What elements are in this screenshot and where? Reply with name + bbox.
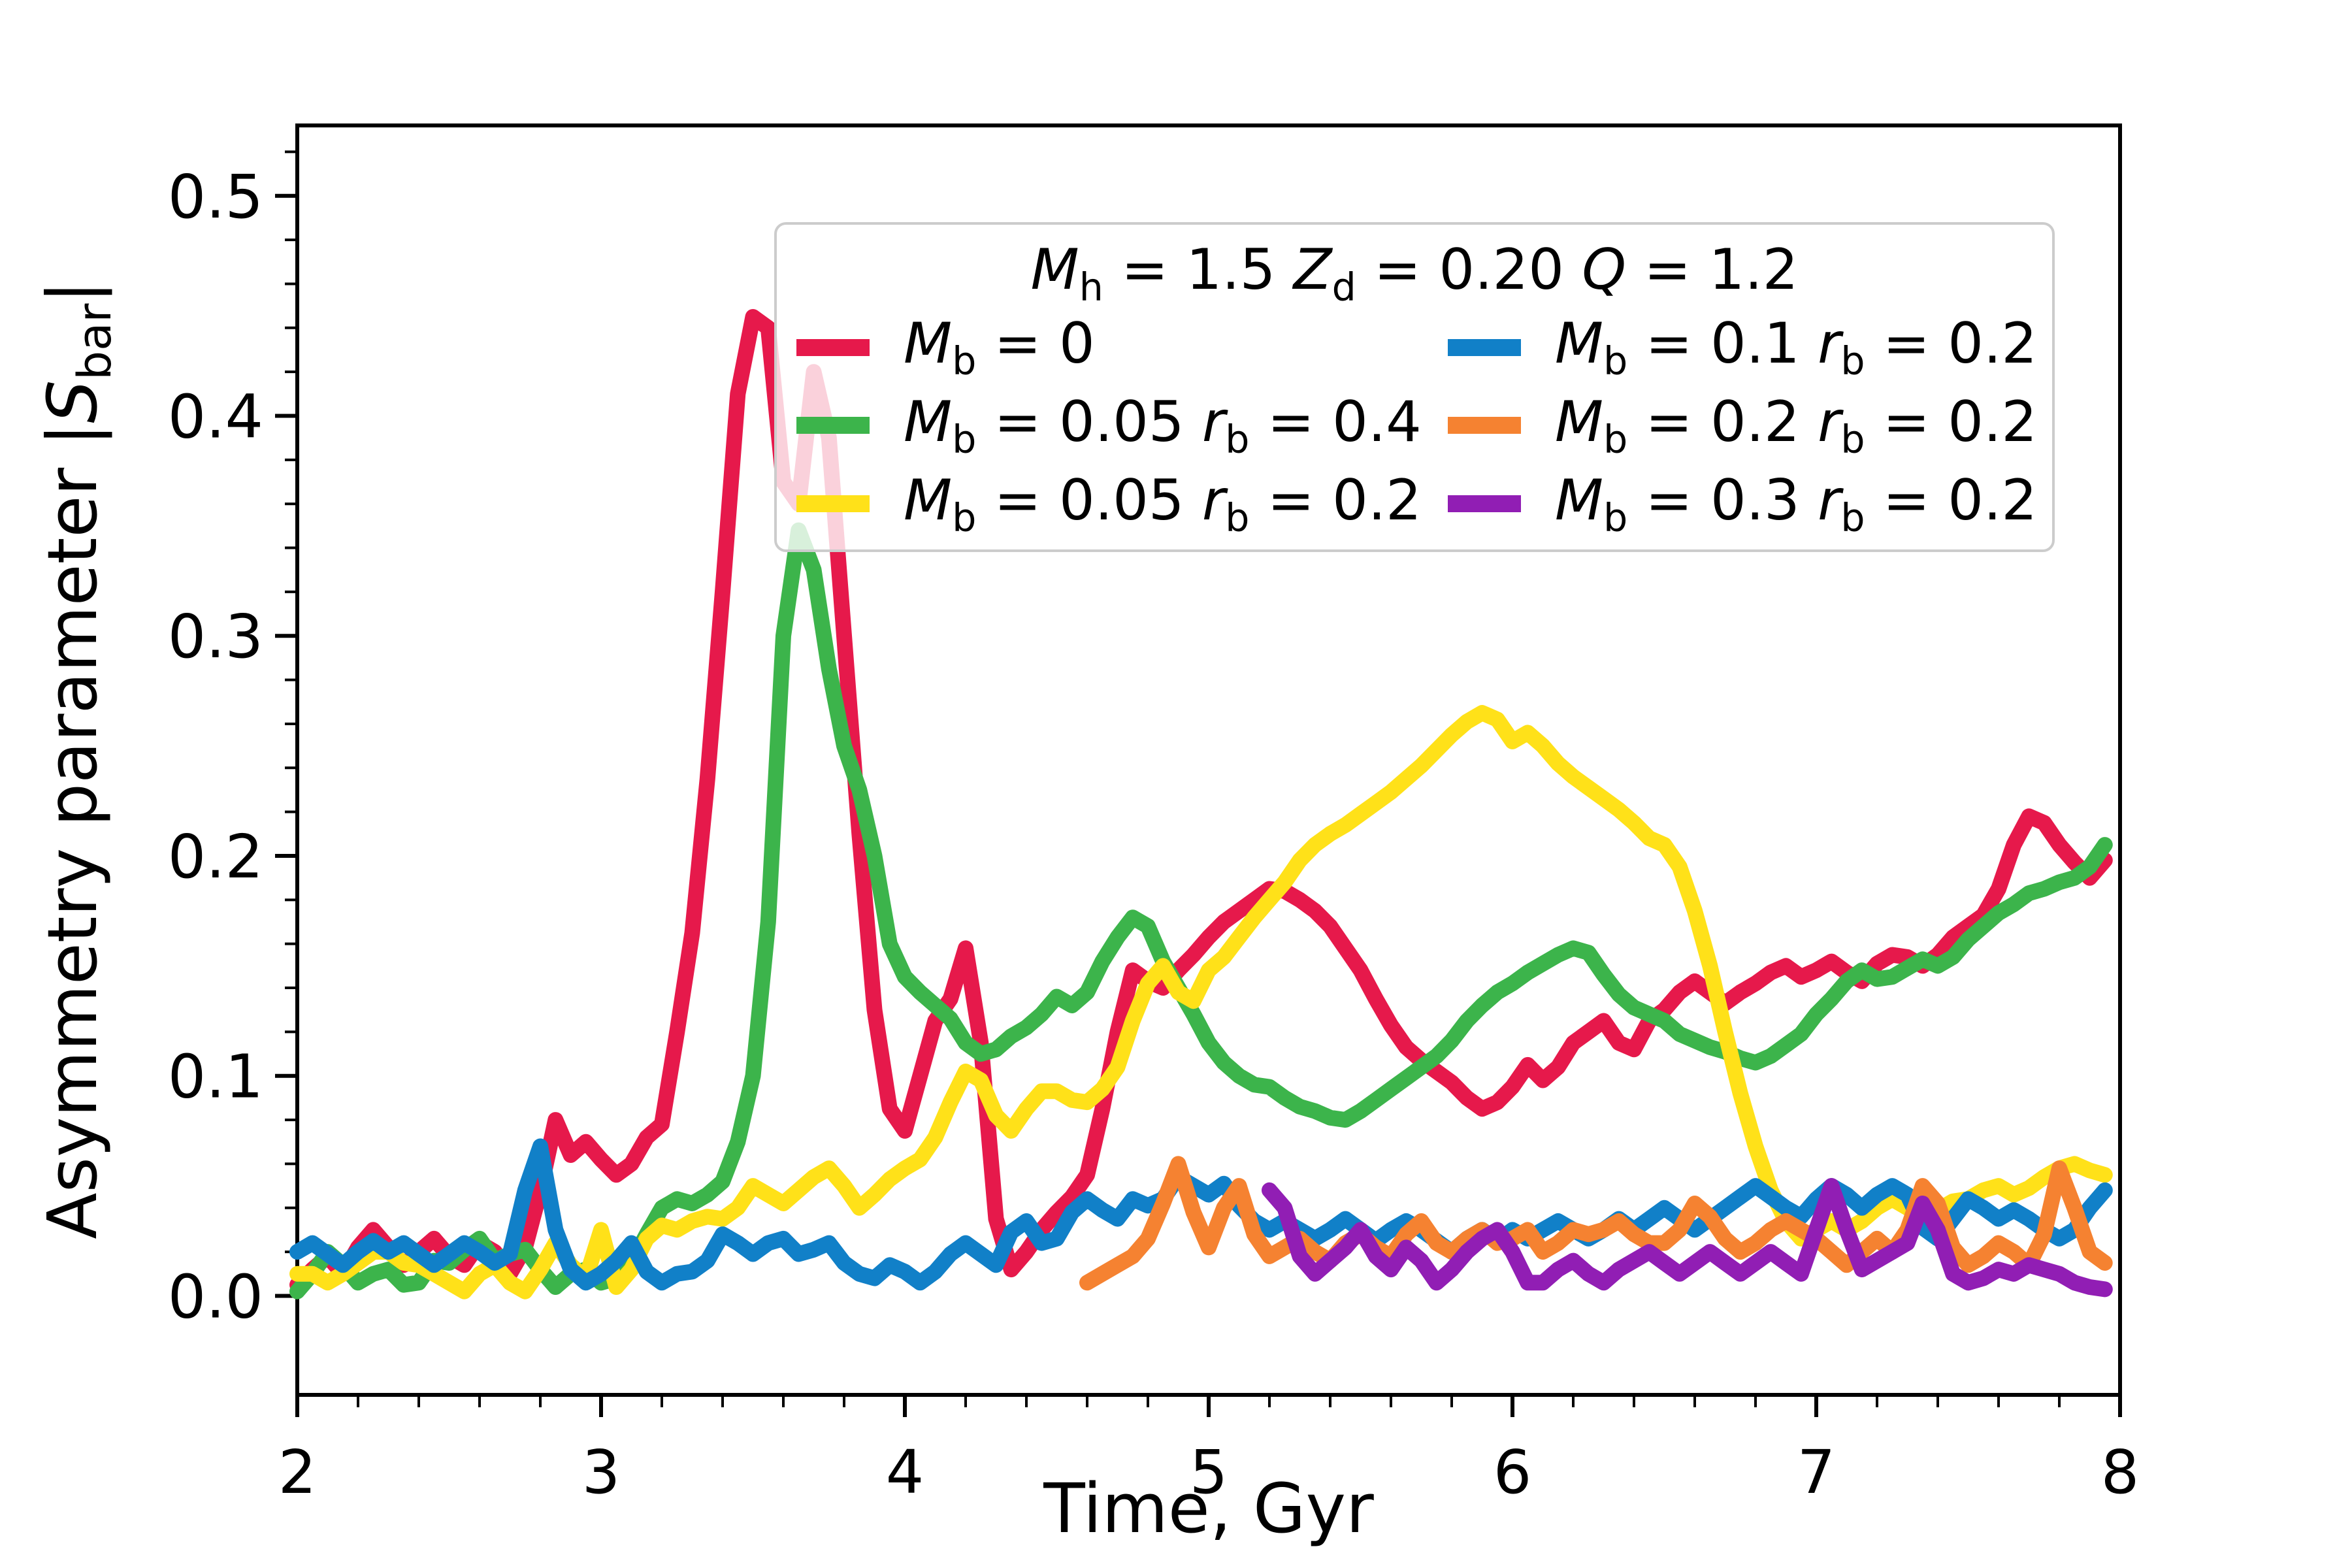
y-tick-label: 0.3 — [168, 602, 263, 672]
y-tick-label: 0.0 — [168, 1262, 263, 1331]
x-tick-label: 3 — [582, 1437, 621, 1507]
series-line-blue — [289, 1138, 2113, 1291]
series-line-green — [289, 522, 2113, 1299]
legend-entry-label: Mb = 0.05 rb = 0.4 — [904, 389, 1422, 463]
legend-title: Mh = 1.5 Zd = 0.20 Q = 1.2 — [1030, 237, 1799, 310]
y-tick-label: 0.2 — [168, 822, 263, 892]
legend-swatch — [796, 495, 870, 513]
legend-entry: Mb = 0.1 rb = 0.2 — [1447, 308, 2038, 387]
legend-entry: Mb = 0.2 rb = 0.2 — [1447, 387, 2038, 465]
x-tick-label: 2 — [278, 1437, 317, 1507]
x-tick-label: 7 — [1797, 1437, 1836, 1507]
y-axis-label: Asymmetry parameter |Sbar| — [33, 280, 122, 1239]
y-tick-label: 0.5 — [168, 162, 263, 232]
series-line-orange — [1079, 1156, 2113, 1291]
x-tick-label: 4 — [886, 1437, 924, 1507]
legend: Mh = 1.5 Zd = 0.20 Q = 1.2 Mb = 0 Mb = 0.… — [774, 222, 2055, 552]
series-line-purple — [1262, 1178, 2113, 1298]
series-lines — [289, 309, 2113, 1299]
legend-grid: Mb = 0 Mb = 0.05 rb = 0.4 Mb = 0.05 rb = 0… — [796, 308, 2037, 543]
y-tick-label: 0.1 — [168, 1042, 263, 1112]
legend-entry: Mb = 0.3 rb = 0.2 — [1447, 465, 2038, 543]
y-tick-label: 0.4 — [168, 382, 263, 451]
x-axis-label: Time, Gyr — [1043, 1469, 1374, 1548]
x-tick-label: 5 — [1190, 1437, 1228, 1507]
legend-swatch — [796, 417, 870, 434]
legend-entry-label: Mb = 0.1 rb = 0.2 — [1554, 311, 2038, 384]
legend-entry: Mb = 0.05 rb = 0.4 — [796, 387, 1422, 465]
legend-entry: Mb = 0 — [796, 308, 1422, 387]
axis-tick-labels: 2 3 4 5 6 7 8 0.0 0.1 0.2 0.3 0.4 0.5 — [168, 162, 2140, 1507]
x-tick-label: 8 — [2101, 1437, 2140, 1507]
legend-entry-label: Mb = 0.05 rb = 0.2 — [904, 467, 1422, 540]
legend-entry: Mb = 0.05 rb = 0.2 — [796, 465, 1422, 543]
legend-swatch — [1447, 338, 1521, 356]
x-tick-label: 6 — [1494, 1437, 1532, 1507]
legend-swatch — [1447, 495, 1521, 513]
legend-swatch — [796, 338, 870, 356]
series-line-red — [289, 309, 2113, 1293]
legend-swatch — [1447, 417, 1521, 434]
legend-entry-label: Mb = 0.3 rb = 0.2 — [1554, 467, 2038, 540]
legend-entry-label: Mb = 0.2 rb = 0.2 — [1554, 389, 2038, 463]
legend-entry-label: Mb = 0 — [904, 311, 1095, 384]
